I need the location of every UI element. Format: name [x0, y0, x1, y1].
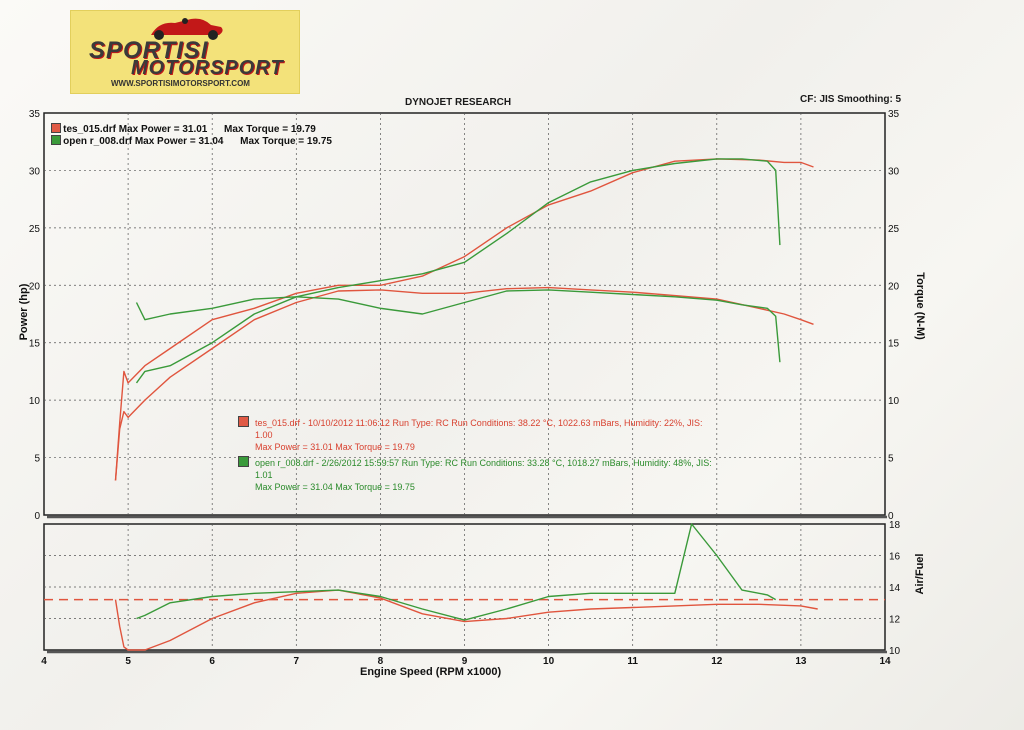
- logo-line2: MOTORSPORT: [131, 57, 284, 79]
- air-fuel-grid: [43, 523, 887, 654]
- run-info-line2: 1.00: [255, 430, 273, 440]
- x-tick-label: 10: [543, 656, 555, 667]
- run-info-line1: open r_008.drf - 2/26/2012 15:59:57 Run …: [255, 458, 712, 468]
- y-tick-label-airfuel: 18: [889, 520, 901, 531]
- legend-text: tes_015.drf Max Power = 31.01 Max Torque…: [63, 124, 316, 135]
- legend-swatch-red: [51, 123, 62, 133]
- y-tick-label-power: 10: [29, 396, 41, 407]
- y-tick-label-torque: 10: [888, 396, 900, 407]
- run-info-open008: open r_008.drf - 2/26/2012 15:59:57 Run …: [238, 456, 758, 493]
- x-tick-label: 8: [378, 656, 384, 667]
- y-tick-label-power: 0: [34, 511, 40, 522]
- run-info-line3: Max Power = 31.01 Max Torque = 19.79: [255, 442, 415, 452]
- y-tick-label-torque: 25: [888, 224, 900, 235]
- x-axis-label: Engine Speed (RPM x1000): [360, 666, 502, 678]
- y-tick-label-airfuel: 16: [889, 552, 901, 563]
- x-tick-label: 4: [41, 656, 47, 667]
- run-info-line3: Max Power = 31.04 Max Torque = 19.75: [255, 482, 415, 492]
- chart-title: DYNOJET RESEARCH: [405, 97, 512, 108]
- x-tick-label: 13: [795, 656, 807, 667]
- y-tick-label-torque: 5: [888, 454, 894, 465]
- series-power-open008: [135, 158, 781, 384]
- y-tick-label-airfuel: 14: [889, 583, 901, 594]
- y-tick-label-torque: 35: [888, 109, 900, 120]
- run-info-line1: tes_015.drf - 10/10/2012 11:06:12 Run Ty…: [255, 418, 703, 428]
- axis-ticks: 0 0 5 5 10 10 15 15 20 20 25 25 30 30 35 35 10 12 14 16 18 4 5…: [29, 109, 901, 667]
- x-tick-label: 9: [462, 656, 468, 667]
- y-tick-label-power: 5: [34, 454, 40, 465]
- x-tick-label: 14: [879, 656, 891, 667]
- y-tick-label-power: 15: [29, 339, 41, 350]
- x-tick-label: 5: [125, 656, 131, 667]
- series-airfuel-open008: [136, 523, 777, 621]
- y-tick-label-power: 25: [29, 224, 41, 235]
- run-info-tes015: tes_015.drf - 10/10/2012 11:06:12 Run Ty…: [238, 416, 758, 453]
- correction-info: CF: JIS Smoothing: 5: [800, 94, 902, 105]
- x-tick-label: 11: [627, 656, 638, 667]
- series-torque-open008: [135, 289, 781, 363]
- power-torque-curves: [114, 158, 814, 481]
- y-axis-label-airfuel: Air/Fuel: [914, 553, 926, 595]
- y-tick-label-airfuel: 10: [889, 646, 901, 657]
- run-info-line2: 1.01: [255, 470, 273, 480]
- sportisi-logo: SPORTISI MOTORSPORT WWW.SPORTISIMOTORSPO…: [70, 10, 300, 94]
- motorcycle-icon: [151, 18, 223, 40]
- logo-url: WWW.SPORTISIMOTORSPORT.COM: [111, 79, 250, 88]
- y-tick-label-torque: 0: [888, 511, 894, 522]
- y-axis-label-power: Power (hp): [18, 283, 30, 341]
- air-fuel-curves: [44, 523, 885, 651]
- y-tick-label-torque: 30: [888, 166, 900, 177]
- legend-entry-open008: open r_008.drf Max Power = 31.04 Max Tor…: [40, 124, 332, 158]
- y-axis-label-torque: Torque (N-M): [914, 272, 926, 340]
- y-tick-label-power: 30: [29, 166, 41, 177]
- power-torque-grid: [43, 112, 887, 519]
- y-tick-label-torque: 20: [888, 281, 900, 292]
- x-tick-label: 6: [209, 656, 215, 667]
- legend-swatch-green: [51, 135, 62, 145]
- y-tick-label-torque: 15: [888, 339, 900, 350]
- run-swatch-red: [238, 416, 249, 427]
- y-tick-label-power: 35: [29, 109, 41, 120]
- legend-entry-tes015: tes_015.drf Max Power = 31.01 Max Torque…: [40, 112, 316, 146]
- x-tick-label: 12: [711, 656, 723, 667]
- run-swatch-green: [238, 456, 249, 467]
- x-tick-label: 7: [294, 656, 300, 667]
- y-tick-label-power: 20: [29, 281, 41, 292]
- y-tick-label-airfuel: 12: [889, 615, 901, 626]
- legend-text: open r_008.drf Max Power = 31.04 Max Tor…: [63, 136, 332, 147]
- logo-line1: SPORTISI: [89, 37, 209, 64]
- series-airfuel-tes015: [114, 589, 818, 651]
